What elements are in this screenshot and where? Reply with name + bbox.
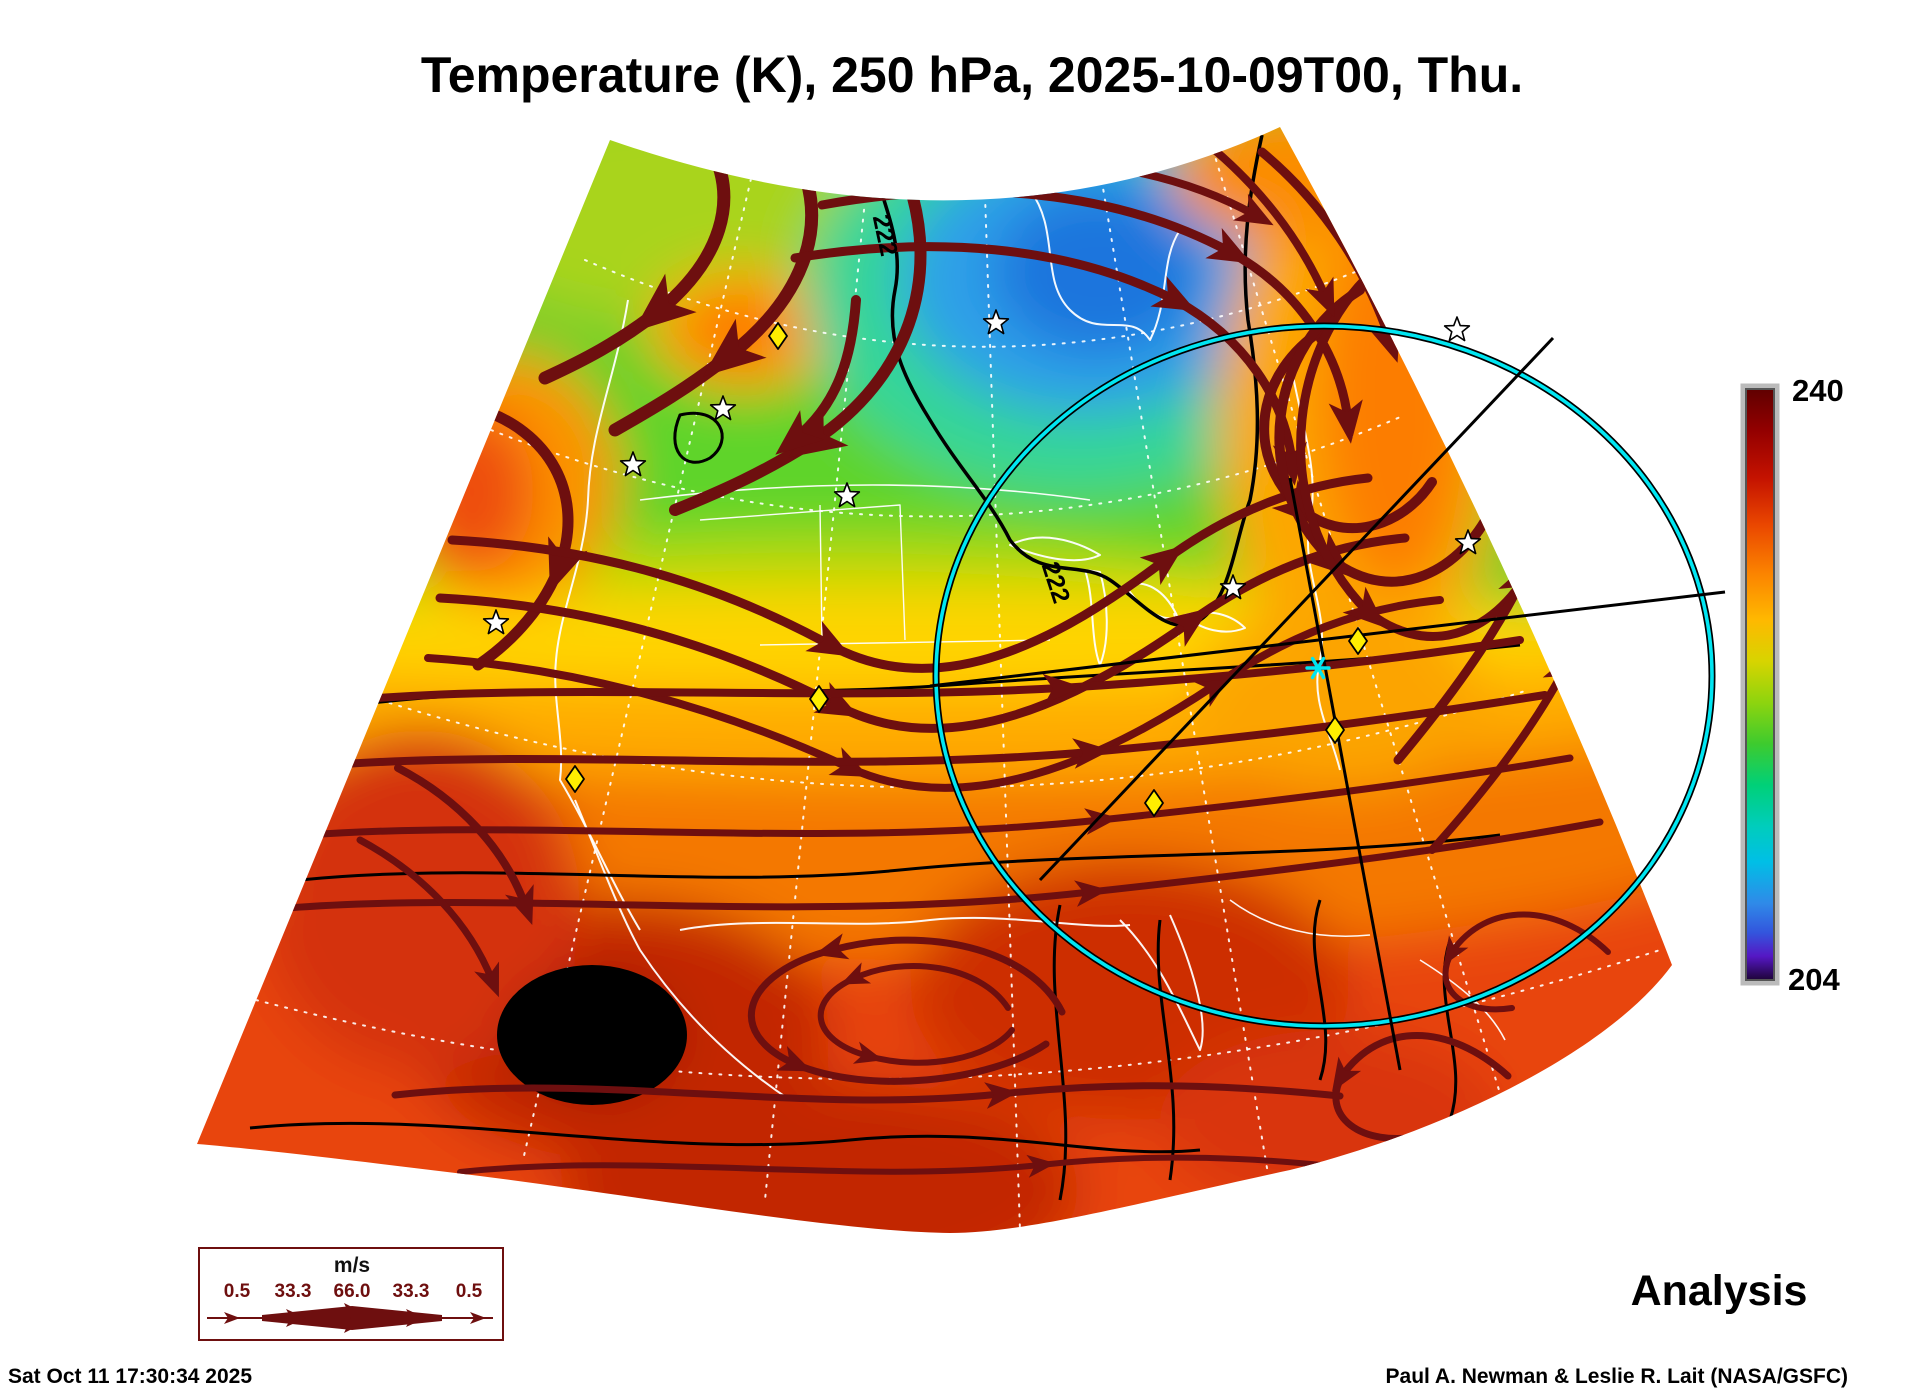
wind-legend-value-4: 33.3	[393, 1281, 430, 1302]
wind-legend-value-2: 33.3	[275, 1281, 312, 1302]
azimuth-lines	[929, 336, 1726, 1071]
range-rings	[929, 322, 1726, 1071]
credit: Paul A. Newman & Leslie R. Lait (NASA/GS…	[1386, 1365, 1848, 1388]
wind-legend-arrow-glyph	[207, 1303, 493, 1333]
colorbar: 240 204	[1740, 373, 1844, 997]
colorbar-max-label: 240	[1792, 373, 1844, 408]
wind-speed-legend: m/s 0.5 33.3 66.0 33.3 0.5	[198, 1247, 504, 1341]
wind-legend-units: m/s	[334, 1254, 370, 1277]
range-circle	[934, 324, 1714, 1028]
wind-legend-value-5: 0.5	[456, 1281, 483, 1302]
page-title: Temperature (K), 250 hPa, 2025-10-09T00,…	[421, 47, 1523, 103]
map-area: 222 222	[197, 127, 1672, 1233]
wind-legend-value-1: 0.5	[224, 1281, 251, 1302]
star-icon	[1443, 316, 1471, 342]
analysis-label: Analysis	[1631, 1267, 1808, 1315]
colorbar-frame	[1740, 383, 1780, 986]
timestamp: Sat Oct 11 17:30:34 2025	[8, 1365, 252, 1388]
colorbar-gradient	[1745, 388, 1775, 981]
wind-streamlines	[284, 138, 1611, 1178]
wind-legend-box	[198, 1247, 504, 1341]
wind-legend-value-3: 66.0	[334, 1281, 371, 1302]
colorbar-min-label: 204	[1788, 962, 1840, 997]
